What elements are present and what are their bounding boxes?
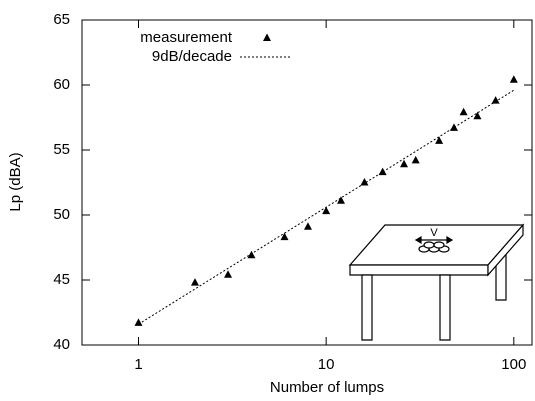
marker bbox=[322, 206, 331, 215]
marker bbox=[459, 107, 468, 116]
marker bbox=[435, 136, 444, 144]
marker bbox=[337, 196, 346, 204]
marker bbox=[280, 232, 289, 241]
marker bbox=[190, 278, 199, 286]
legend-label: measurement bbox=[140, 29, 233, 46]
x-tick-label: 100 bbox=[501, 356, 526, 373]
marker bbox=[411, 155, 420, 164]
marker bbox=[224, 270, 233, 278]
marker bbox=[491, 96, 500, 104]
marker bbox=[303, 222, 312, 230]
legend-marker bbox=[263, 33, 271, 41]
line bbox=[138, 89, 515, 325]
marker bbox=[134, 318, 143, 326]
table-illustration bbox=[348, 223, 525, 341]
legend-label: 9dB/decade bbox=[152, 48, 232, 65]
x-tick-label: 1 bbox=[134, 356, 142, 373]
y-tick-label: 55 bbox=[53, 141, 70, 158]
y-tick-label: 65 bbox=[53, 11, 70, 28]
y-tick-label: 45 bbox=[53, 271, 70, 288]
x-axis-label: Number of lumps bbox=[270, 379, 384, 396]
marker bbox=[360, 178, 369, 186]
marker bbox=[400, 159, 409, 168]
x-tick-label: 10 bbox=[318, 356, 335, 373]
marker bbox=[247, 250, 256, 259]
illustration-label: V bbox=[430, 227, 438, 239]
marker bbox=[509, 75, 518, 83]
y-axis-label: Lp (dBA) bbox=[7, 152, 24, 211]
plot-frame bbox=[81, 19, 533, 346]
y-tick-label: 40 bbox=[53, 336, 70, 353]
marker bbox=[473, 111, 482, 120]
y-tick-label: 60 bbox=[53, 76, 70, 93]
y-tick-label: 50 bbox=[53, 206, 70, 223]
